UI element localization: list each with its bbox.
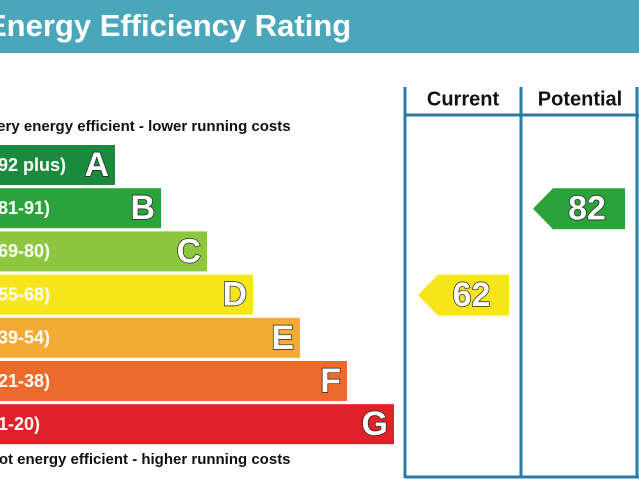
band-range: (69-80) [0,241,50,261]
band-range: (21-38) [0,371,50,391]
band-letter: E [271,319,294,357]
band-range: (92 plus) [0,155,66,175]
top-note: Very energy efficient - lower running co… [0,118,291,135]
column-header: Potential [538,88,622,110]
title: Energy Efficiency Rating [0,8,351,43]
band-bar [0,188,161,229]
band-letter: D [222,276,247,314]
title-bar [0,0,639,53]
band-letter: F [320,362,341,400]
rating-value: 82 [568,190,606,228]
band-bar [0,145,115,185]
band-range: (1-20) [0,414,40,434]
band-letter: B [130,189,155,227]
rating-arrow [533,188,625,230]
table-lines [403,87,639,479]
column-header: Current [427,88,500,110]
band-letter: C [176,232,201,270]
band-bar [0,274,253,315]
band-bar [0,317,300,358]
band-letter: G [362,405,388,443]
rating-value: 62 [453,276,491,314]
band-bar [0,361,347,401]
band-bar [0,404,394,445]
band-range: (81-91) [0,198,50,218]
rating-arrow [418,274,509,316]
band-bar [0,231,207,272]
band-letter: A [84,146,109,184]
band-range: (55-68) [0,284,50,304]
band-range: (39-54) [0,328,50,348]
bottom-note: Not energy efficient - higher running co… [0,451,291,468]
